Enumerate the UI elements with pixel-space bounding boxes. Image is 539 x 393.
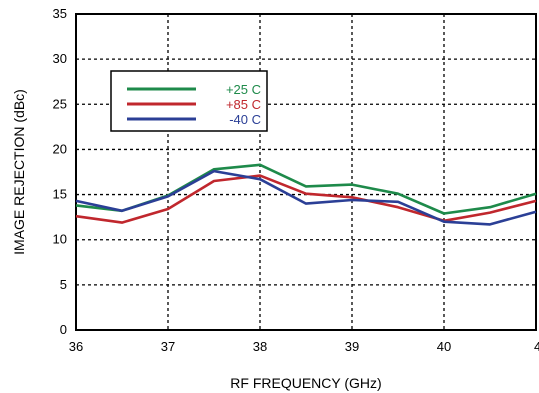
legend: +25 C+85 C-40 C	[110, 70, 268, 132]
x-tick-label: 4	[534, 339, 539, 354]
series-line-1	[75, 163, 537, 215]
y-tick-label: 15	[53, 187, 67, 202]
legend-box	[110, 70, 268, 132]
x-tick-label: 40	[437, 339, 451, 354]
grid	[76, 14, 536, 330]
series-line-2	[75, 174, 537, 224]
x-tick-labels: 36 37 38 39 40 4	[69, 339, 539, 354]
legend-label: +25 C	[226, 82, 261, 97]
y-tick-label: 35	[53, 6, 67, 21]
x-tick-label: 36	[69, 339, 83, 354]
y-tick-label: 0	[60, 322, 67, 337]
x-tick-label: 37	[161, 339, 175, 354]
x-tick-label: 39	[345, 339, 359, 354]
y-tick-label: 25	[53, 96, 67, 111]
x-axis-title: RF FREQUENCY (GHz)	[230, 375, 381, 391]
y-axis-title: IMAGE REJECTION (dBc)	[11, 89, 27, 255]
x-tick-label: 38	[253, 339, 267, 354]
legend-label: -40 C	[229, 112, 261, 127]
y-tick-label: 10	[53, 232, 67, 247]
series-layer	[75, 163, 537, 226]
y-tick-label: 30	[53, 51, 67, 66]
legend-label: +85 C	[226, 97, 261, 112]
y-tick-label: 5	[60, 277, 67, 292]
plot-frame	[75, 13, 537, 331]
series-line-3	[75, 169, 537, 226]
y-tick-label: 20	[53, 141, 67, 156]
y-tick-labels: 0 5 10 15 20 25 30 35	[53, 6, 67, 337]
